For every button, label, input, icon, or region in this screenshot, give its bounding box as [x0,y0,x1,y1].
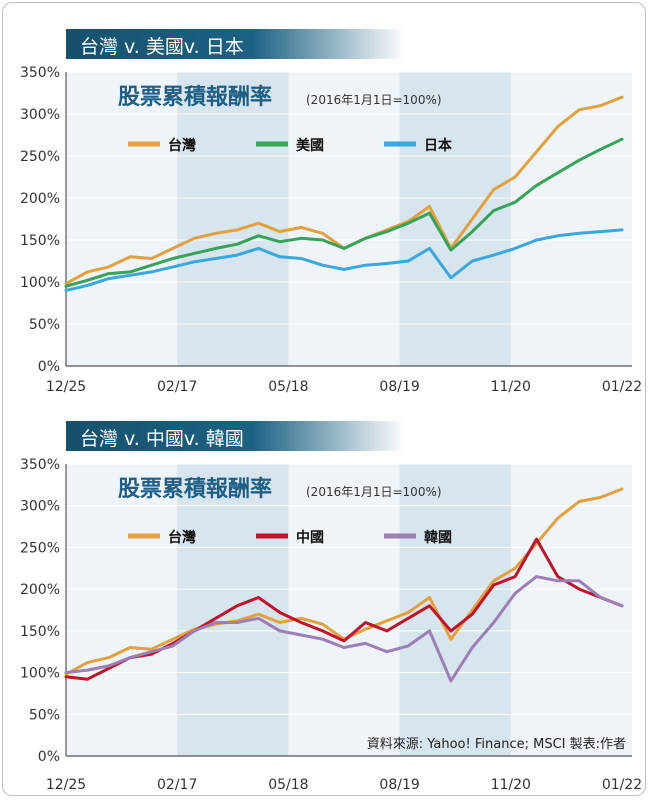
legend-label: 韓國 [424,529,452,546]
x-tick-label: 11/20 [491,777,531,793]
y-tick-label: 300% [20,107,60,123]
y-tick-label: 0% [38,359,60,375]
x-tick-label: 12/25 [46,777,86,793]
y-tick-label: 200% [20,191,60,207]
x-tick-label: 05/18 [268,777,308,793]
series-line-2 [64,137,624,288]
x-tick-label: 01/22 [602,379,642,395]
y-tick-label: 250% [20,149,60,165]
chart-title: 股票累積報酬率 [118,84,272,110]
y-tick-label: 150% [20,233,60,249]
chart-subtitle: (2016年1月1日=100%) [306,485,442,499]
x-tick-label: 08/19 [379,777,419,793]
plot-band [399,464,511,756]
legend-label: 中國 [296,529,324,546]
y-tick-label: 350% [20,457,60,473]
plot-band [177,72,289,366]
plot-background [66,72,632,366]
y-tick-label: 0% [38,749,60,765]
chart-title: 股票累積報酬率 [118,476,272,502]
x-tick-label: 02/17 [157,379,197,395]
banner-title-1: 台灣 v. 美國v. 日本 [80,36,244,58]
line-chart-2: 0% 50% 100% 150% 200% 250% 300% 350% 12/25 02/17 0… [20,457,642,793]
line-chart-1: 0% 50% 100% 150% 200% 250% 300% 350% 12/25 02/17 0… [20,65,642,395]
plot-background [66,464,632,756]
y-tick-label: 300% [20,499,60,515]
y-tick-label: 100% [20,666,60,682]
y-tick-label: 150% [20,624,60,640]
legend-label: 台灣 [168,529,196,546]
x-tick-label: 08/19 [379,379,419,395]
legend-label: 台灣 [168,137,196,154]
y-tick-label: 200% [20,582,60,598]
chart-panel-2: 台灣 v. 中國v. 韓國 0% 50% 100% 150% 200% 250% 300% 3… [0,400,650,800]
series-line-3 [64,575,624,683]
chart-banner-2: 台灣 v. 中國v. 韓國 [66,421,406,451]
y-tick-label: 50% [29,707,60,723]
x-tick-label: 02/17 [157,777,197,793]
chart-subtitle: (2016年1月1日=100%) [306,93,442,107]
y-tick-label: 250% [20,540,60,556]
x-tick-label: 11/20 [491,379,531,395]
series-line-3 [64,228,624,292]
x-tick-label: 12/25 [46,379,86,395]
banner-title-2: 台灣 v. 中國v. 韓國 [80,428,244,450]
chart-banner-1: 台灣 v. 美國v. 日本 [66,29,406,59]
x-tick-label: 05/18 [268,379,308,395]
y-tick-label: 50% [29,317,60,333]
y-tick-label: 100% [20,275,60,291]
chart-panel-1: 台灣 v. 美國v. 日本 0% 50% 100% 150% 200% 250% 300% 3… [20,29,642,395]
y-tick-label: 350% [20,65,60,81]
x-tick-label: 01/22 [602,777,642,793]
legend-label: 美國 [296,137,324,154]
legend-label: 日本 [424,137,453,154]
source-note: 資料來源: Yahoo! Finance; MSCI 製表:作者 [367,737,626,752]
